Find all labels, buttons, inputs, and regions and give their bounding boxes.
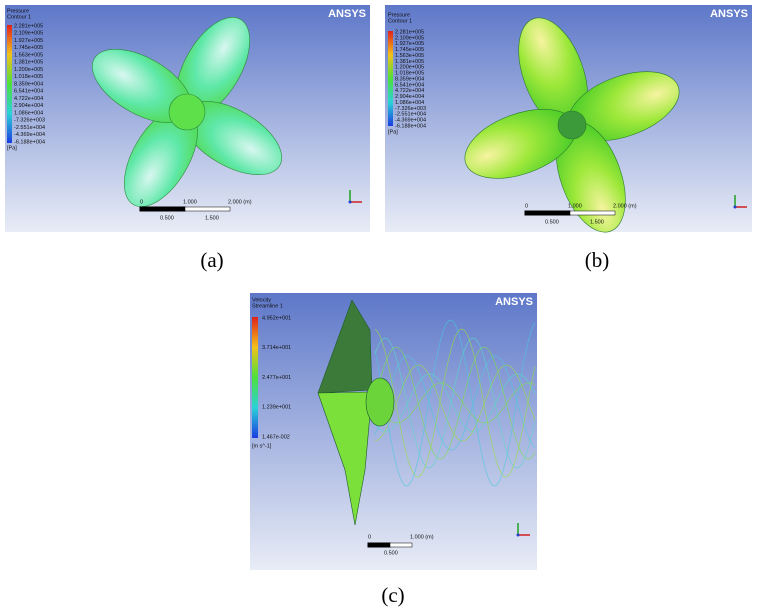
legend-value: -6.188e+004: [14, 139, 45, 145]
scale-label: 0.500: [545, 219, 559, 225]
legend-value: 2.904e+004: [14, 103, 43, 109]
scale-label: 1.000: [183, 199, 197, 205]
legend-value: 1.086e+004: [14, 110, 43, 116]
scale-label: 1.000 (m): [410, 534, 434, 540]
scale-label: 0: [368, 534, 371, 540]
legend-value: 6.541e+004: [14, 89, 43, 95]
legend-unit: [m s^-1]: [252, 443, 272, 449]
scale-label: 0: [140, 199, 143, 205]
scale-label: 2.000 (m): [228, 199, 252, 205]
colorbar: [7, 25, 12, 143]
legend-value: 1.467e-002: [262, 434, 290, 440]
scale-label: 0: [525, 203, 528, 209]
scale-label: 0.500: [384, 550, 398, 556]
legend-value: 4.722e+004: [14, 96, 43, 102]
logo: ANSYS: [710, 8, 748, 20]
scale-label: 1.500: [205, 215, 219, 221]
legend-value: 2.109e+005: [14, 31, 43, 37]
scale-label: 2.000 (m): [613, 203, 637, 209]
legend-value: 1.239e+001: [262, 405, 291, 411]
panel-label: (b): [585, 248, 610, 272]
logo: ANSYS: [495, 296, 533, 308]
legend-value: 1.927e+005: [14, 38, 43, 44]
legend-title: Contour 1: [388, 18, 412, 24]
legend-value: -7.326e+003: [14, 118, 45, 124]
legend-value: 2.477e+001: [262, 375, 291, 381]
legend-value: -2.551e+004: [14, 125, 45, 131]
legend-value: 4.952e+001: [262, 315, 291, 321]
legend-value: 8.359e+004: [14, 81, 43, 87]
scale-label: 0.500: [160, 215, 174, 221]
panel-label: (c): [381, 583, 404, 607]
scale-label: 1.500: [590, 219, 604, 225]
legend-unit: [Pa]: [7, 145, 17, 151]
legend-value: 1.018e+005: [14, 74, 43, 80]
legend-title: Contour 1: [7, 14, 31, 20]
legend-value: 2.281e+005: [14, 23, 43, 29]
legend-value: -6.188e+004: [395, 123, 426, 129]
panel-label: (a): [200, 248, 223, 272]
figure: ANSYSPressureContour 12.281e+0052.109e+0…: [0, 0, 758, 615]
legend-value: 1.200e+005: [14, 67, 43, 73]
legend-unit: [Pa]: [388, 129, 398, 135]
scale-label: 1.000: [568, 203, 582, 209]
logo: ANSYS: [328, 8, 366, 20]
legend-value: -4.369e+004: [14, 132, 45, 138]
panel-background: [250, 293, 537, 570]
colorbar: [388, 31, 393, 126]
colorbar: [252, 317, 258, 438]
legend-title: Streamline 1: [252, 303, 283, 309]
legend-value: 1.745e+005: [14, 45, 43, 51]
legend-value: 1.563e+005: [14, 52, 43, 58]
legend-value: 1.381e+005: [14, 60, 43, 66]
legend-value: 3.714e+001: [262, 345, 291, 351]
